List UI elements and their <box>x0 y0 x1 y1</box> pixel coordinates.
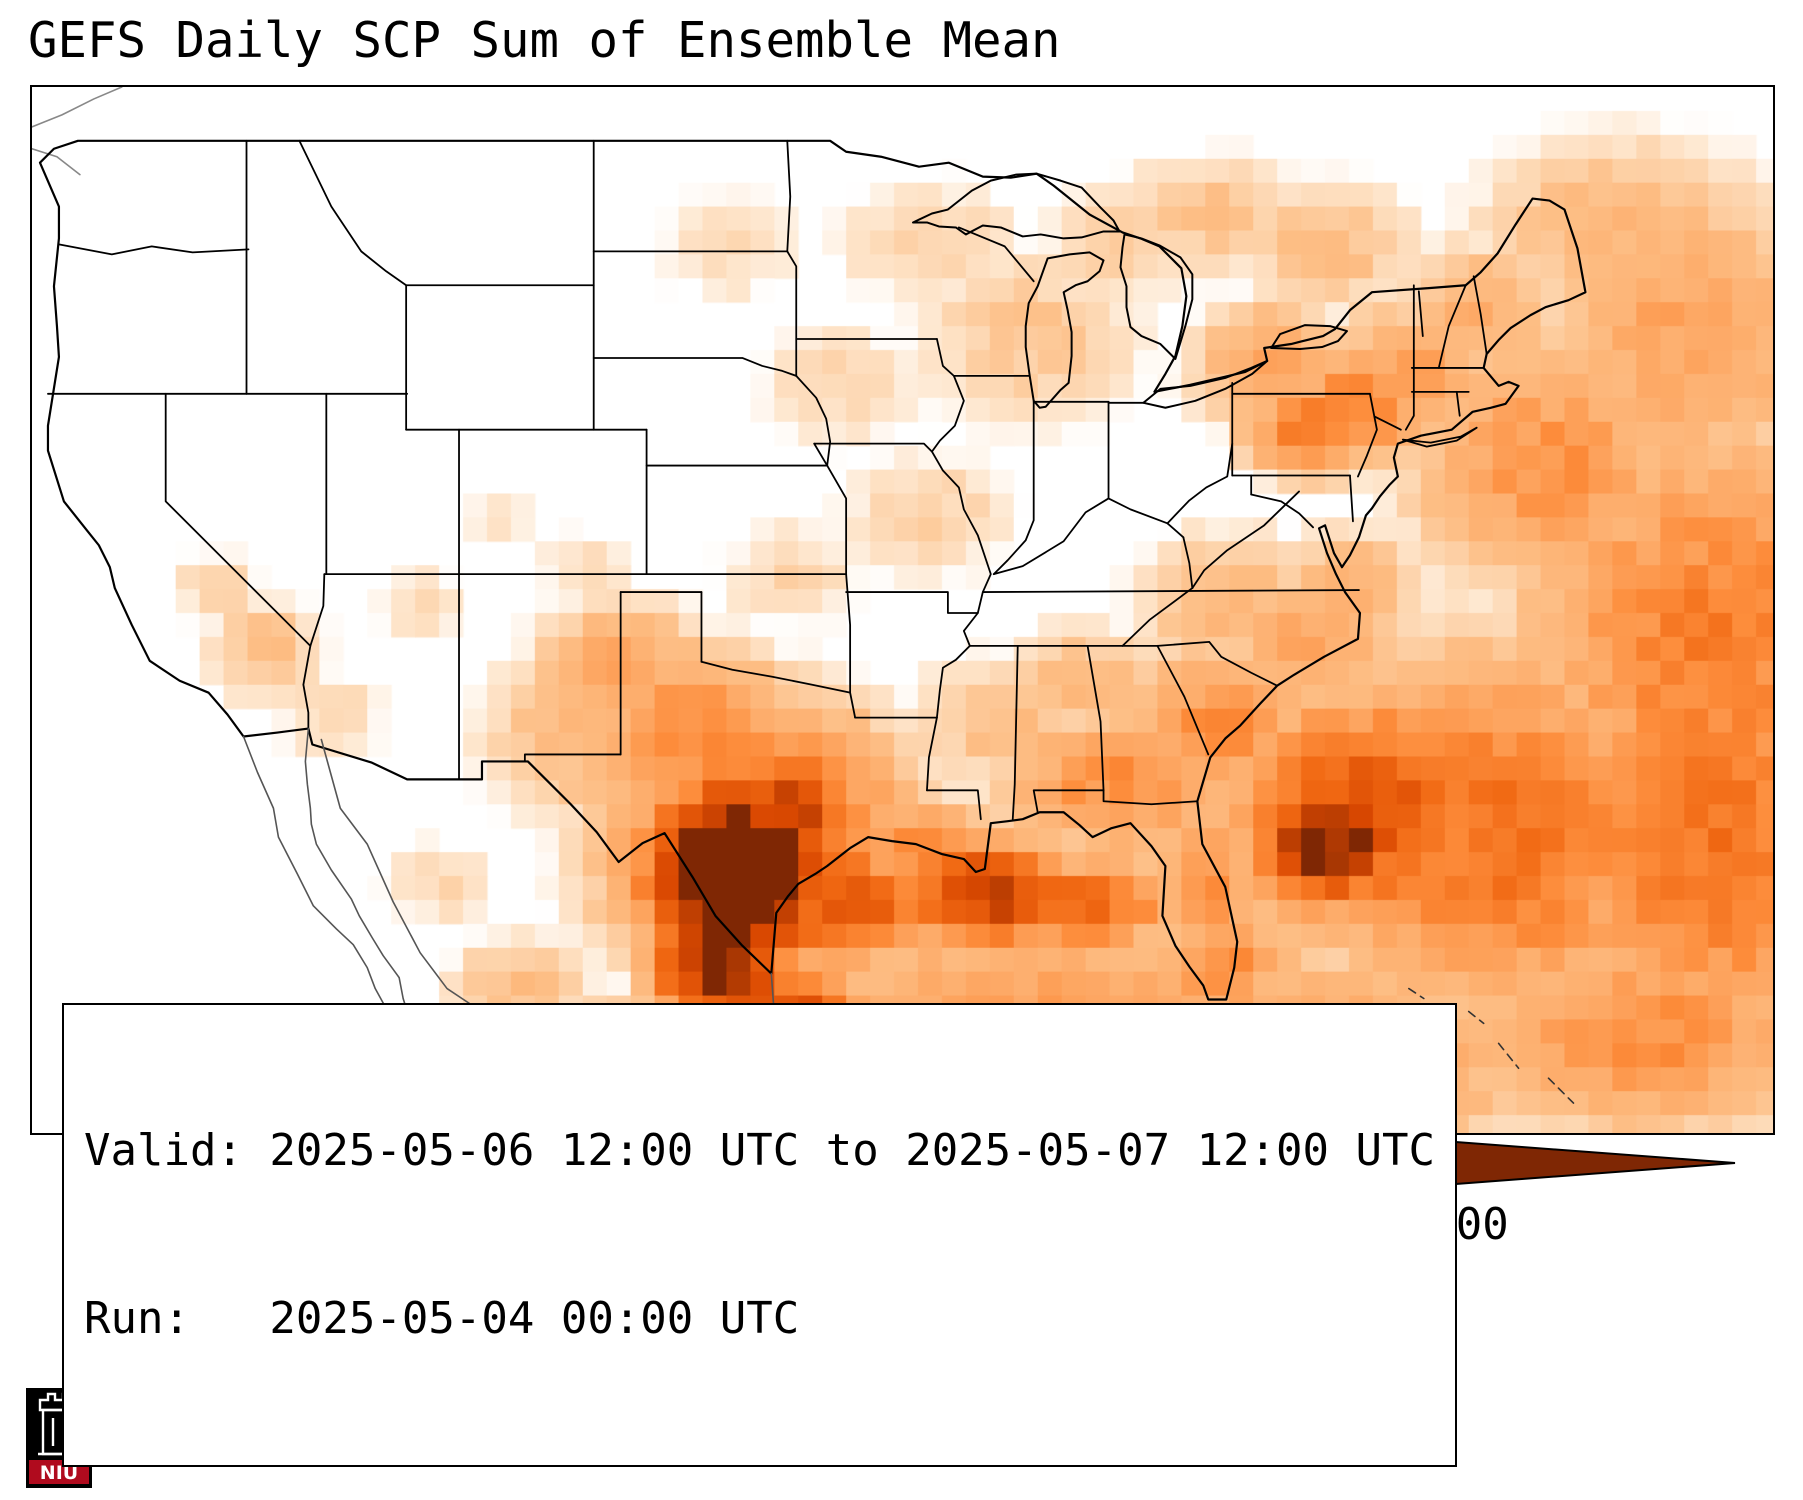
run-time-text: Run: 2025-05-04 00:00 UTC <box>84 1293 800 1344</box>
canada-coastline <box>32 87 123 176</box>
us-border-coastline <box>38 139 1587 1001</box>
great-lakes <box>911 172 1348 409</box>
figure-title: GEFS Daily SCP Sum of Ensemble Mean <box>28 12 1061 69</box>
us-basemap-svg <box>32 87 1587 1133</box>
validity-info-box: Valid: 2025-05-06 12:00 UTC to 2025-05-0… <box>62 1003 1458 1467</box>
state-borders <box>47 139 1488 821</box>
colorbar-right-arrow <box>1442 1141 1735 1185</box>
valid-time-text: Valid: 2025-05-06 12:00 UTC to 2025-05-0… <box>84 1125 1436 1176</box>
niu-logo-text: NIU <box>40 1462 78 1484</box>
map-frame: Valid: 2025-05-06 12:00 UTC to 2025-05-0… <box>30 85 1775 1467</box>
